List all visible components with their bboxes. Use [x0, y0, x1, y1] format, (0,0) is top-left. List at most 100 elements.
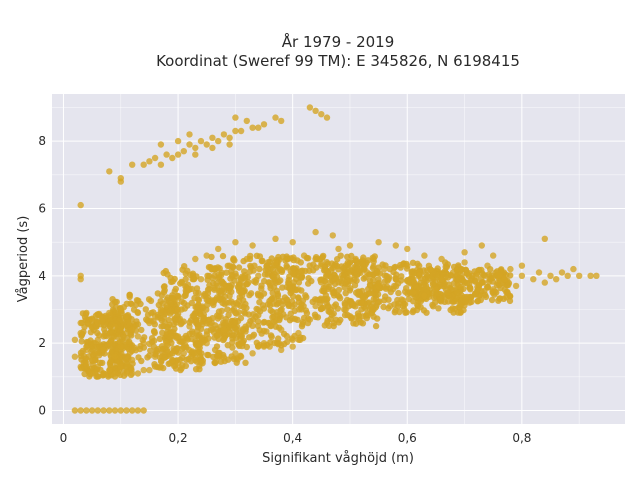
data-point [341, 306, 348, 313]
data-point [71, 353, 79, 360]
data-point [358, 299, 365, 306]
data-point [83, 360, 90, 367]
data-point [83, 309, 90, 317]
data-point [299, 321, 306, 328]
y-axis-title: Vågperiod (s) [16, 216, 31, 303]
data-point [197, 276, 205, 283]
data-point [289, 269, 296, 276]
data-point [306, 316, 314, 323]
data-point [199, 303, 206, 310]
data-point [350, 320, 357, 327]
data-point [370, 263, 377, 270]
data-point [192, 356, 199, 364]
data-point [180, 318, 187, 325]
data-point [329, 232, 336, 239]
data-point [192, 255, 199, 263]
data-point [290, 254, 297, 261]
data-point [146, 352, 153, 359]
data-point [77, 407, 84, 414]
data-point [207, 326, 214, 333]
data-point [108, 358, 115, 365]
data-point [375, 239, 382, 246]
data-point [171, 288, 178, 295]
data-point [358, 306, 365, 313]
data-point [495, 297, 502, 304]
data-point [246, 291, 253, 299]
data-point [255, 306, 262, 313]
data-point [184, 336, 191, 343]
data-point [391, 309, 398, 316]
data-point [399, 303, 407, 310]
data-point [369, 306, 377, 313]
data-point [211, 322, 219, 329]
data-point [353, 314, 360, 321]
data-point [326, 308, 333, 316]
data-point [272, 259, 279, 266]
x-axis-ticks: 0 0,2 0,4 0,6 0,8 [60, 431, 532, 445]
data-point [244, 280, 251, 288]
data-point [213, 294, 221, 301]
data-point [163, 302, 170, 310]
data-point [478, 242, 485, 249]
data-point [398, 273, 405, 280]
data-point [289, 293, 297, 300]
data-point [186, 323, 193, 330]
data-point [158, 343, 166, 350]
data-point [275, 253, 282, 261]
data-point [410, 275, 417, 283]
data-point [137, 300, 144, 308]
data-point [88, 356, 96, 364]
data-point [593, 272, 600, 279]
data-point [238, 333, 245, 340]
data-point [370, 276, 377, 284]
data-point [337, 316, 344, 324]
data-point [151, 337, 158, 345]
data-point [122, 343, 130, 350]
data-point [169, 294, 176, 302]
data-point [197, 313, 205, 320]
data-point [472, 290, 479, 297]
data-point [324, 303, 332, 310]
data-point [564, 272, 571, 279]
data-point [81, 323, 88, 331]
data-point [541, 279, 548, 286]
data-point [232, 300, 240, 307]
data-point [299, 297, 307, 304]
data-point [518, 262, 526, 269]
data-point [273, 287, 281, 294]
data-point [278, 326, 285, 333]
data-point [203, 331, 211, 338]
data-point [94, 363, 102, 370]
data-point [174, 292, 182, 300]
data-point [427, 265, 434, 273]
data-point [194, 341, 202, 348]
data-point [269, 308, 276, 315]
data-point [291, 315, 299, 323]
data-point [205, 316, 212, 324]
data-point [272, 235, 279, 242]
data-point [375, 264, 382, 271]
data-point [220, 319, 227, 326]
data-point [232, 309, 239, 317]
data-point [381, 272, 388, 279]
data-point [186, 141, 193, 148]
data-point [281, 340, 288, 348]
data-point [126, 338, 133, 345]
data-point [151, 353, 159, 360]
data-point [488, 296, 496, 304]
data-point [220, 326, 228, 333]
data-point [283, 262, 290, 270]
data-point [192, 151, 199, 158]
data-point [106, 309, 113, 317]
data-point [392, 276, 399, 283]
data-point [126, 293, 133, 301]
data-point [507, 265, 514, 273]
data-point [117, 324, 124, 332]
data-point [203, 340, 210, 347]
data-point [181, 305, 188, 312]
data-point [123, 300, 130, 307]
data-point [260, 340, 268, 347]
data-point [219, 299, 226, 307]
data-point [151, 154, 159, 162]
data-point [381, 265, 388, 273]
